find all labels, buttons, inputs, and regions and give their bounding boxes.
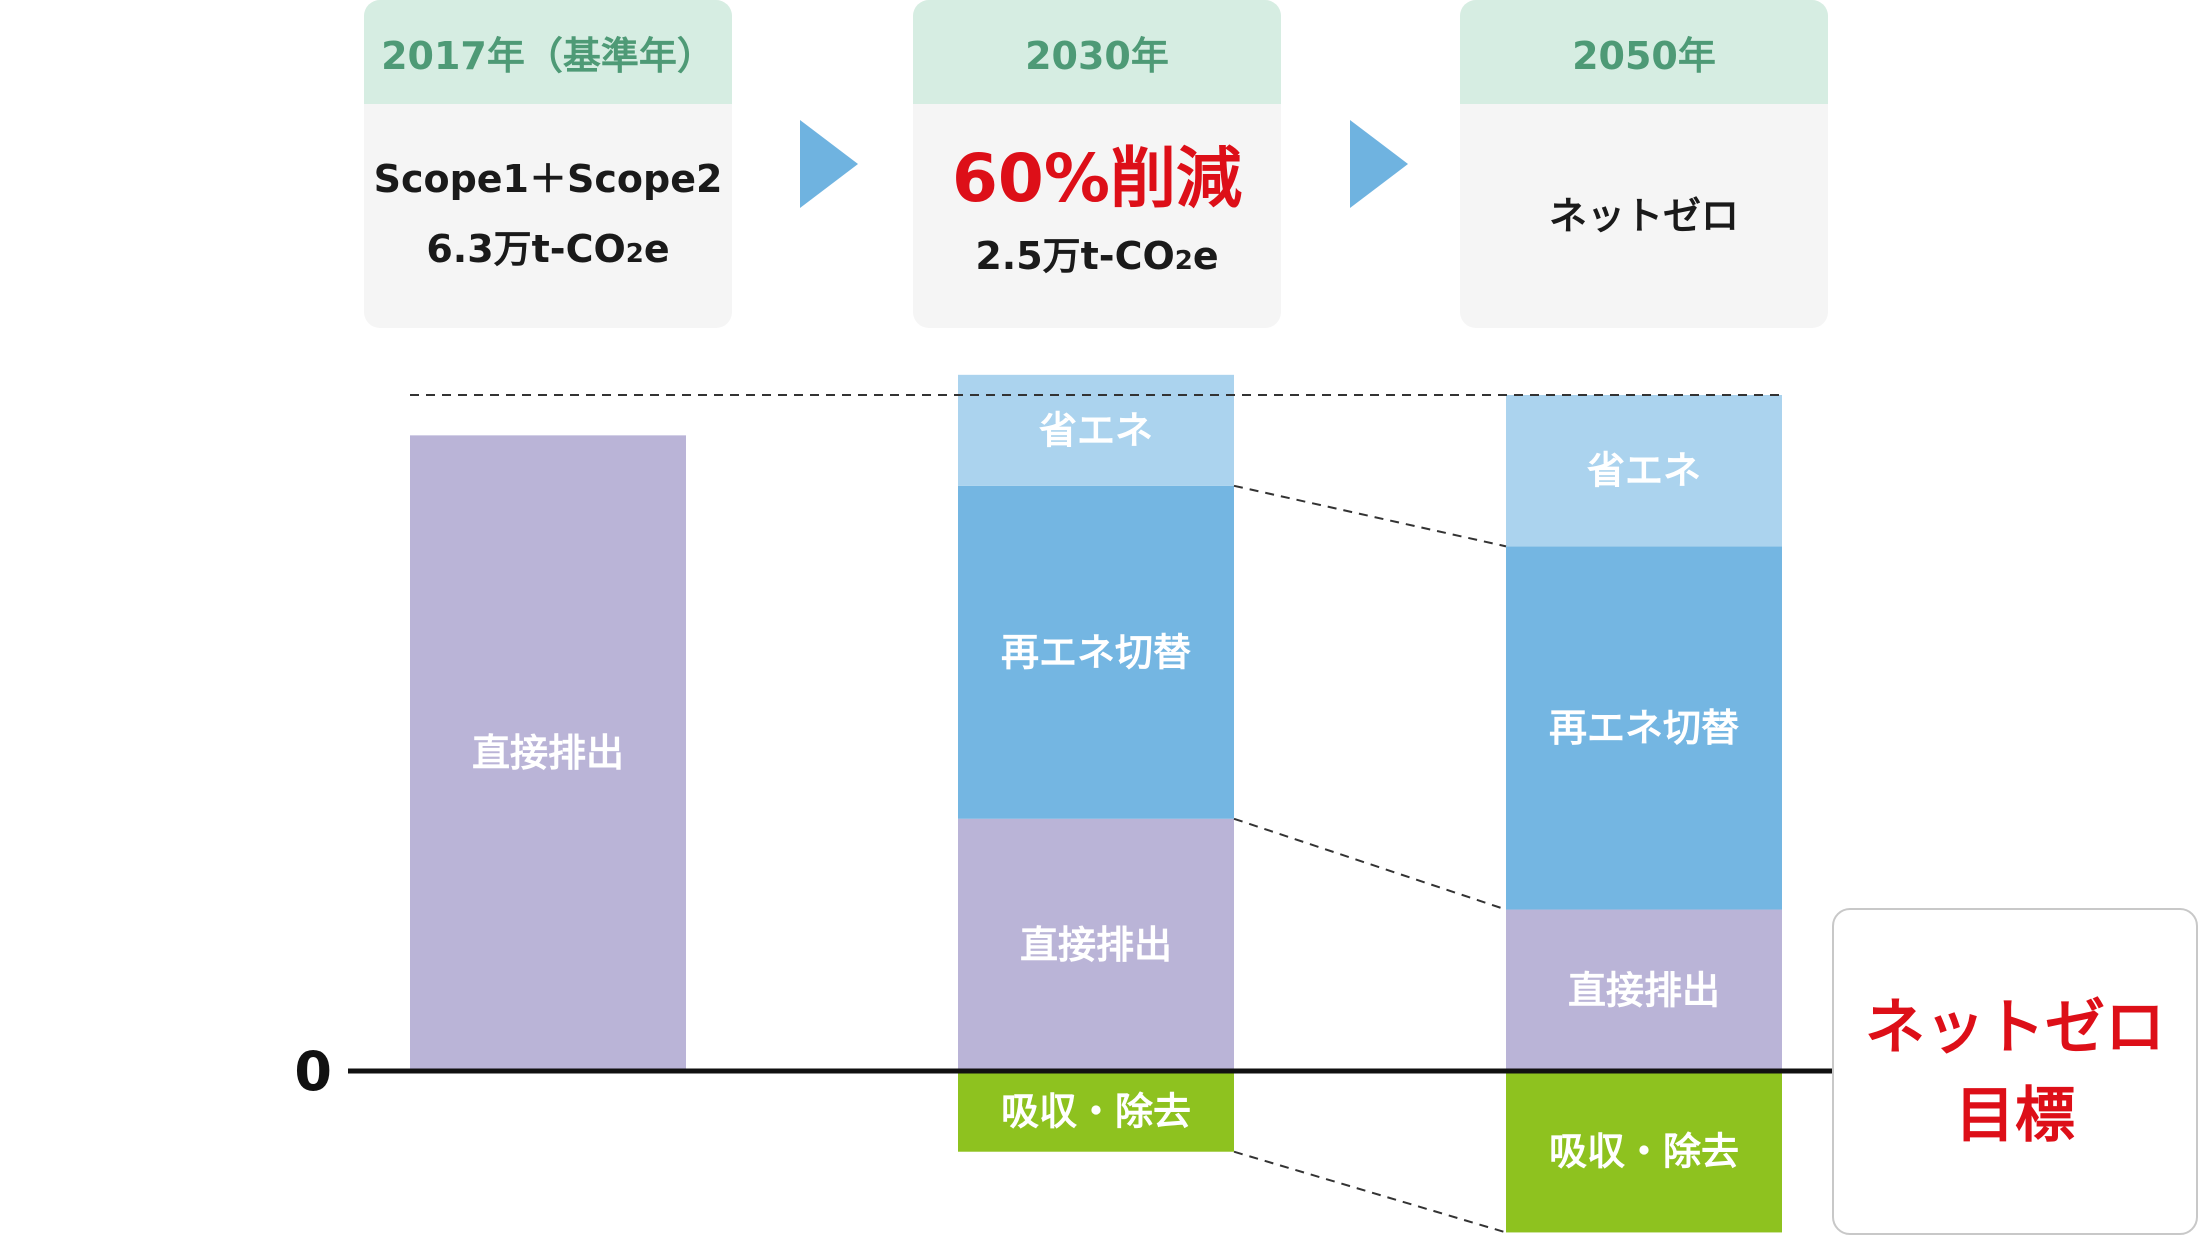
arrow-right-icon — [800, 120, 858, 208]
bar-segment-renewable — [958, 485, 1234, 819]
card-year: 2030年 — [913, 0, 1281, 104]
segment-label-renewable: 再エネ切替 — [1549, 706, 1739, 750]
bar-segment-direct — [958, 818, 1234, 1071]
connector-line — [1233, 817, 1507, 911]
bar-segment-energy_saving — [958, 374, 1234, 486]
zero-label: 0 — [294, 1040, 332, 1103]
goal-line2: 目標 — [1955, 1080, 2075, 1151]
segment-label-energy_saving: 省エネ — [1587, 449, 1701, 493]
bar-segment-absorption — [1506, 1071, 1782, 1233]
emission-amount: 6.3万t-CO — [426, 226, 626, 271]
card-year: 2017年（基準年） — [364, 0, 732, 104]
bar-segment-direct — [410, 435, 686, 1071]
connector-line — [1233, 484, 1507, 548]
goal-line1: ネットゼロ — [1865, 992, 2165, 1063]
card-2017: 2017年（基準年） Scope1＋Scope2 6.3万t-CO2e — [364, 0, 732, 328]
segment-label-direct: 直接排出 — [1568, 968, 1720, 1012]
bar-segment-direct — [1506, 909, 1782, 1071]
card-body: Scope1＋Scope2 6.3万t-CO2e — [364, 104, 732, 328]
bar-segment-energy_saving — [1506, 395, 1782, 547]
net-zero-label: ネットゼロ — [1548, 194, 1739, 238]
connector-line — [1233, 1150, 1507, 1234]
subscript: 2 — [625, 238, 644, 269]
card-emission-value: 2.5万t-CO2e — [975, 221, 1218, 296]
subscript: 2 — [1174, 245, 1193, 276]
segment-label-energy_saving: 省エネ — [1039, 408, 1153, 452]
card-body: 60%削減 2.5万t-CO2e — [913, 104, 1281, 328]
segment-label-direct: 直接排出 — [1020, 923, 1172, 967]
bar-segment-renewable — [1506, 546, 1782, 910]
segment-label-renewable: 再エネ切替 — [1001, 630, 1191, 674]
segment-label-direct: 直接排出 — [472, 731, 624, 775]
reduction-highlight: 60%削減 — [952, 139, 1242, 217]
arrow-right-icon — [1350, 120, 1408, 208]
emission-amount: 2.5万t-CO — [975, 233, 1175, 278]
card-2030: 2030年 60%削減 2.5万t-CO2e — [913, 0, 1281, 328]
card-year: 2050年 — [1460, 0, 1828, 104]
segment-label-absorption: 吸収・除去 — [1001, 1089, 1191, 1133]
card-body: ネットゼロ — [1460, 104, 1828, 328]
emission-suffix: e — [1192, 233, 1219, 278]
card-scope-label: Scope1＋Scope2 — [373, 156, 723, 201]
bar-segment-absorption — [958, 1071, 1234, 1152]
card-emission-value: 6.3万t-CO2e — [426, 214, 669, 289]
segment-label-absorption: 吸収・除去 — [1549, 1130, 1739, 1174]
card-2050: 2050年 ネットゼロ — [1460, 0, 1828, 328]
net-zero-goal-box: ネットゼロ 目標 — [1832, 908, 2198, 1235]
emission-suffix: e — [643, 226, 670, 271]
